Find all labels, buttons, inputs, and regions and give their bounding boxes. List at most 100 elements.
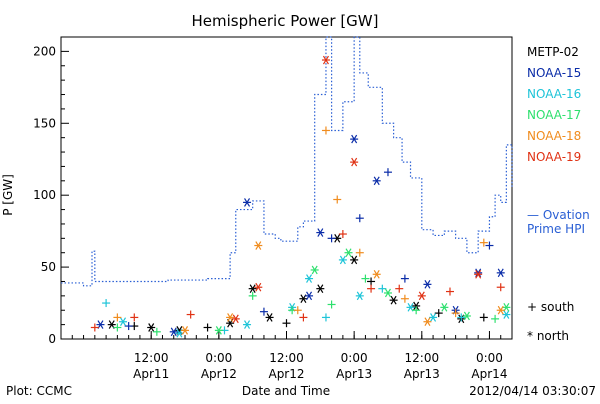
data-point (485, 241, 494, 250)
point-stroke (373, 269, 380, 279)
x-tick-time: 0:00 (341, 351, 368, 365)
point-stroke (306, 291, 313, 301)
data-point (383, 168, 392, 177)
x-tick-date: Apr13 (404, 367, 440, 381)
data-point (305, 291, 314, 301)
point-stroke (373, 176, 380, 186)
data-point (440, 303, 449, 312)
data-point (372, 269, 381, 279)
data-point (214, 326, 223, 335)
data-point (203, 323, 212, 332)
data-point (502, 310, 511, 319)
data-point (350, 134, 359, 144)
data-point (327, 234, 336, 243)
ovation-layer (61, 36, 513, 287)
data-point (321, 313, 330, 322)
legend-entry: NOAA-15 (527, 66, 581, 80)
point-stroke (424, 317, 431, 327)
point-stroke (407, 303, 414, 312)
data-point (423, 317, 432, 327)
point-stroke (215, 326, 222, 335)
data-point (113, 313, 122, 322)
data-point (344, 248, 353, 258)
y-axis-label: P [GW] (1, 174, 15, 216)
data-point (383, 288, 392, 298)
data-point (113, 323, 122, 332)
data-point (226, 313, 235, 322)
data-point (355, 248, 364, 257)
x-tick-time: 12:00 (134, 351, 169, 365)
data-point (124, 322, 133, 331)
data-point (316, 228, 325, 237)
legend-ovation-line1: — Ovation (527, 208, 590, 222)
data-point (254, 282, 263, 292)
data-point (423, 280, 432, 289)
x-tick-time: 0:00 (205, 351, 232, 365)
point-stroke (475, 268, 482, 278)
point-stroke (424, 280, 431, 289)
data-point (316, 284, 325, 293)
data-point (299, 313, 308, 322)
point-stroke (384, 288, 391, 298)
data-point (429, 313, 438, 322)
data-point (130, 313, 139, 322)
data-point (102, 299, 111, 308)
data-point (254, 241, 263, 250)
ovation-series-line (61, 36, 513, 287)
x-tick-time: 12:00 (405, 351, 440, 365)
data-point (378, 284, 387, 293)
data-point (474, 268, 483, 278)
point-stroke (418, 291, 425, 301)
footer-plot-credit: Plot: CCMC (6, 384, 72, 398)
legend-entry: NOAA-17 (527, 108, 581, 122)
point-stroke (266, 313, 273, 322)
point-stroke (497, 305, 504, 315)
legend-entry: NOAA-18 (527, 129, 581, 143)
point-stroke (475, 269, 482, 279)
point-stroke (351, 157, 358, 167)
point-stroke (413, 301, 420, 311)
data-point (248, 284, 257, 293)
data-point (479, 313, 488, 322)
x-tick-time: 0:00 (476, 351, 503, 365)
data-point (457, 313, 466, 322)
point-stroke (255, 241, 262, 250)
data-point (186, 310, 195, 319)
data-point (451, 309, 460, 318)
data-point (496, 305, 505, 315)
point-stroke (249, 284, 256, 293)
point-stroke (463, 311, 470, 321)
point-stroke (497, 268, 504, 278)
data-point (231, 314, 240, 324)
data-point (474, 269, 483, 279)
point-stroke (120, 317, 127, 327)
data-point (243, 320, 252, 329)
legend: METP-02 NOAA-15 NOAA-16 NOAA-17 NOAA-18 NOAA-… (527, 45, 590, 236)
data-point (338, 230, 347, 239)
point-stroke (430, 313, 437, 322)
point-stroke (227, 313, 234, 322)
data-point (282, 319, 291, 328)
data-point (350, 157, 359, 167)
data-point (338, 255, 347, 265)
symbol-legend: + south * north (527, 300, 574, 343)
point-stroke (306, 274, 313, 283)
data-point (90, 323, 99, 332)
legend-entry: NOAA-16 (527, 87, 581, 101)
data-point (445, 287, 454, 296)
legend-entry: NOAA-19 (527, 150, 581, 164)
data-point (259, 307, 268, 316)
plot-frame (60, 36, 513, 340)
data-point (355, 214, 364, 223)
data-point (226, 318, 235, 328)
data-point (400, 294, 409, 303)
point-stroke (322, 55, 329, 65)
y-tick-label: 100 (33, 188, 56, 202)
y-axis: 0 50 100 150 200 (33, 36, 69, 346)
point-stroke (345, 248, 352, 258)
data-point (293, 306, 302, 315)
point-stroke (244, 320, 251, 329)
legend-ovation-line2: Prime HPI (527, 222, 585, 236)
